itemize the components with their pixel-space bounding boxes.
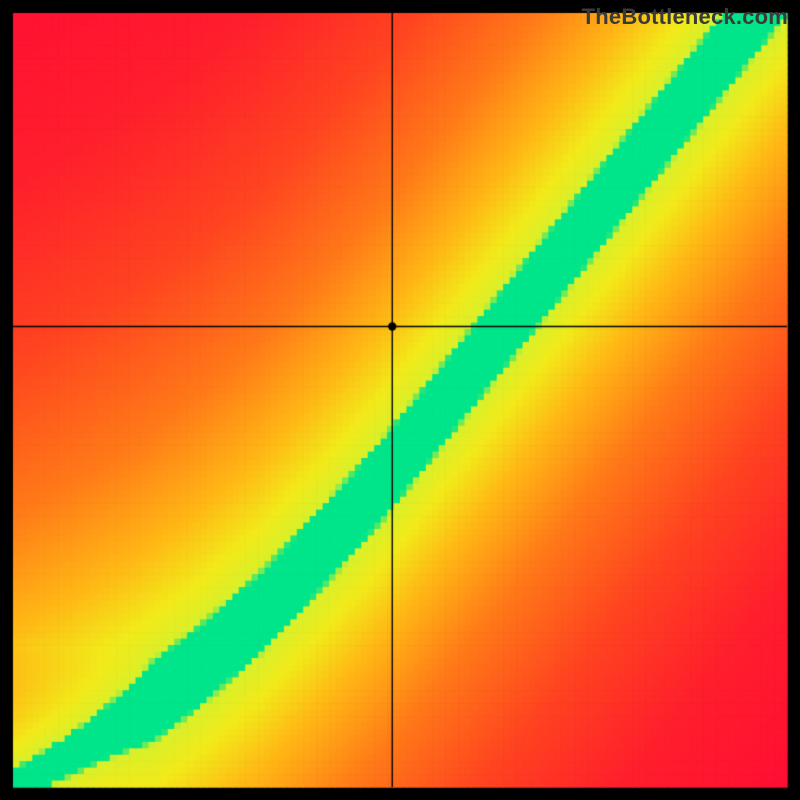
bottleneck-heatmap: [0, 0, 800, 800]
chart-container: TheBottleneck.com: [0, 0, 800, 800]
watermark-text: TheBottleneck.com: [582, 4, 788, 30]
